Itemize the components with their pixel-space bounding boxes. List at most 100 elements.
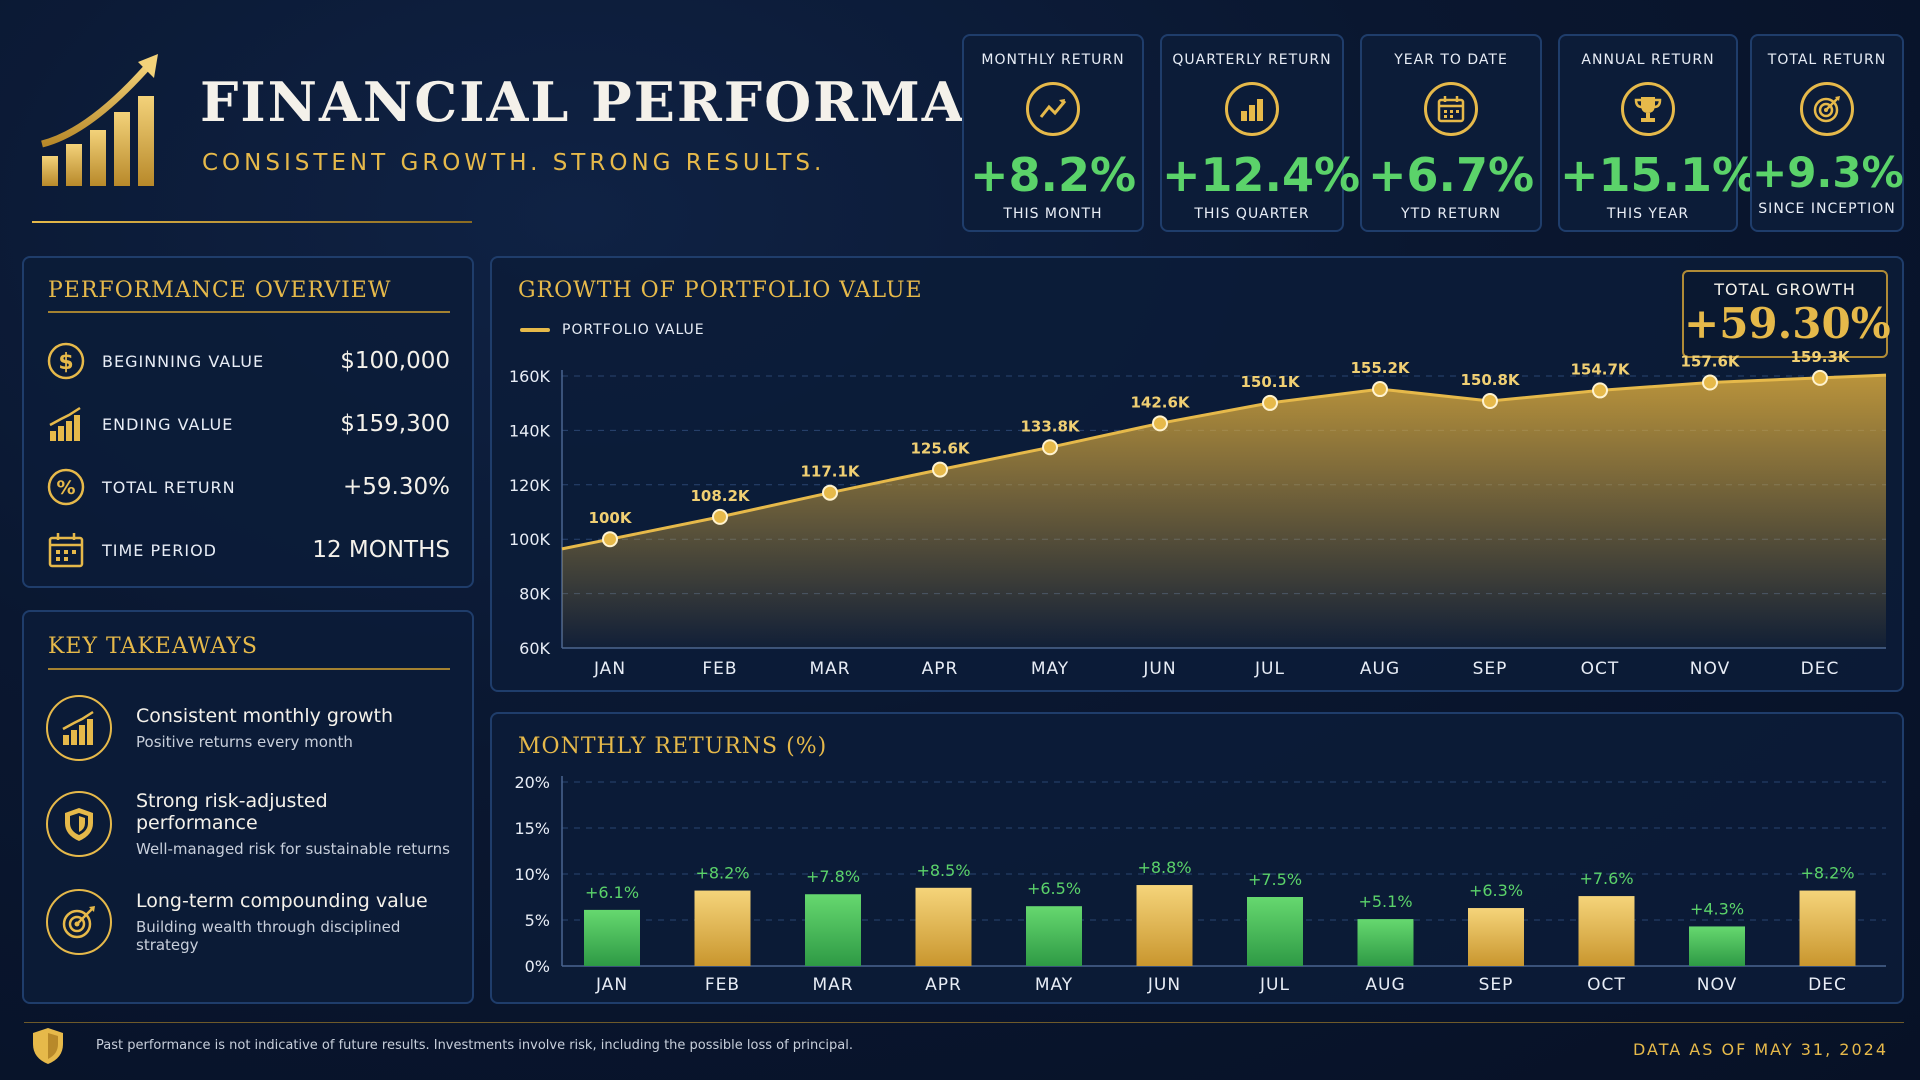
data-label: +7.8% [806, 867, 860, 886]
takeaway-subtext: Building wealth through disciplined stra… [136, 918, 401, 954]
kpi-sublabel: THIS QUARTER [1194, 206, 1310, 222]
y-tick-label: 0% [525, 957, 550, 976]
data-label: 154.7K [1570, 360, 1630, 378]
data-point [1592, 382, 1608, 399]
x-tick-label: MAY [1035, 975, 1073, 995]
y-tick-label: 120K [509, 476, 551, 495]
x-tick-label: NOV [1697, 975, 1737, 995]
data-point [1372, 381, 1388, 398]
data-point [822, 484, 838, 501]
returns-chart-title: MONTHLY RETURNS (%) [518, 734, 828, 759]
overview-label: TOTAL RETURN [102, 477, 236, 497]
data-point [1262, 394, 1278, 411]
target-icon [1800, 82, 1854, 136]
area-fill [562, 375, 1886, 648]
x-tick-label: NOV [1690, 659, 1730, 679]
data-point [1152, 415, 1168, 432]
bar [1578, 896, 1635, 966]
takeaway-subtext: Positive returns every month [136, 733, 353, 751]
data-label: 142.6K [1130, 393, 1190, 411]
x-tick-label: SEP [1473, 659, 1508, 679]
kpi-value: +9.3% [1752, 148, 1904, 197]
bar [1799, 890, 1856, 966]
y-tick-label: 60K [519, 639, 550, 658]
data-label: +8.2% [695, 864, 749, 883]
data-label: 133.8K [1020, 417, 1080, 435]
kpi-label: TOTAL RETURN [1767, 52, 1887, 68]
trophy-icon [1621, 82, 1675, 136]
takeaway-item: Consistent monthly growth Positive retur… [46, 688, 450, 768]
y-tick-label: 100K [509, 530, 551, 549]
kpi-sublabel: THIS YEAR [1606, 206, 1690, 222]
x-tick-label: DEC [1808, 975, 1847, 995]
y-tick-label: 20% [514, 773, 550, 792]
kpi-value: +8.2% [969, 148, 1137, 202]
data-label: +7.6% [1579, 869, 1633, 888]
x-tick-label: DEC [1801, 659, 1840, 679]
takeaway-item: Long-term compounding value Building wea… [46, 882, 450, 962]
growth-chart-icon [46, 404, 86, 444]
y-tick-label: 15% [514, 819, 550, 838]
takeaway-heading: Strong risk-adjusted performance [136, 790, 328, 834]
data-label: +8.2% [1800, 864, 1854, 883]
data-label: 150.1K [1240, 373, 1300, 391]
overview-value: $100,000 [340, 348, 450, 374]
x-tick-label: MAR [809, 659, 850, 679]
data-point [932, 461, 948, 478]
bar [1247, 897, 1303, 966]
x-tick-label: APR [925, 975, 962, 995]
panel-title: KEY TAKEAWAYS [48, 634, 258, 659]
x-tick-label: MAY [1031, 659, 1069, 679]
bar [584, 909, 640, 966]
data-label: 159.3K [1790, 348, 1850, 366]
bar [1468, 908, 1524, 966]
data-label: +5.1% [1358, 892, 1412, 911]
takeaway-heading: Consistent monthly growth [136, 705, 394, 727]
data-label: 108.2K [690, 487, 750, 505]
overview-label: TIME PERIOD [102, 540, 217, 560]
data-label: 155.2K [1350, 359, 1410, 377]
svg-text:%: % [56, 477, 75, 499]
percent-icon: % [46, 467, 86, 507]
kpi-value: +6.7% [1367, 148, 1535, 202]
data-label: +8.5% [916, 861, 970, 880]
data-label: +6.3% [1469, 881, 1523, 900]
data-point [1812, 369, 1828, 386]
data-label: +6.5% [1027, 879, 1081, 898]
overview-label: ENDING VALUE [102, 414, 234, 434]
svg-text:$: $ [58, 350, 73, 375]
total-growth-value: +59.30% [1684, 299, 1891, 348]
disclaimer-text: Past performance is not indicative of fu… [96, 1038, 853, 1053]
overview-label: BEGINNING VALUE [102, 351, 265, 371]
dollar-icon: $ [46, 341, 86, 381]
kpi-sublabel: YTD RETURN [1401, 206, 1501, 222]
total-growth-box: TOTAL GROWTH +59.30% [1682, 270, 1891, 358]
bar [694, 890, 751, 966]
legend-label: PORTFOLIO VALUE [562, 322, 705, 338]
shield-icon [33, 1028, 63, 1064]
data-label: 117.1K [800, 463, 860, 481]
bar [805, 894, 861, 966]
data-label: 100K [589, 509, 633, 527]
panel-divider [48, 311, 450, 313]
panel-divider [48, 668, 450, 670]
header-divider [32, 221, 472, 223]
kpi-card-annual-return: ANNUAL RETURN +15.1% THIS YEAR [1558, 34, 1758, 232]
data-label: +8.8% [1137, 858, 1191, 877]
x-tick-label: JUN [1147, 975, 1181, 995]
bar [1357, 919, 1414, 966]
takeaway-heading: Long-term compounding value [136, 890, 428, 912]
x-tick-label: FEB [702, 659, 737, 679]
data-label: 150.8K [1460, 371, 1520, 389]
y-tick-label: 160K [509, 367, 551, 386]
growth-chart-icon [46, 695, 112, 761]
target-icon [46, 889, 112, 955]
takeaway-item: Strong risk-adjusted performance Well-ma… [46, 784, 450, 864]
y-tick-label: 140K [509, 421, 551, 440]
kpi-card-year-to-date: YEAR TO DATE +6.7% YTD RETURN [1360, 34, 1542, 232]
y-tick-label: 5% [525, 911, 550, 930]
overview-value: 12 MONTHS [312, 537, 450, 563]
data-point [712, 508, 728, 525]
data-label: 125.6K [910, 440, 970, 458]
